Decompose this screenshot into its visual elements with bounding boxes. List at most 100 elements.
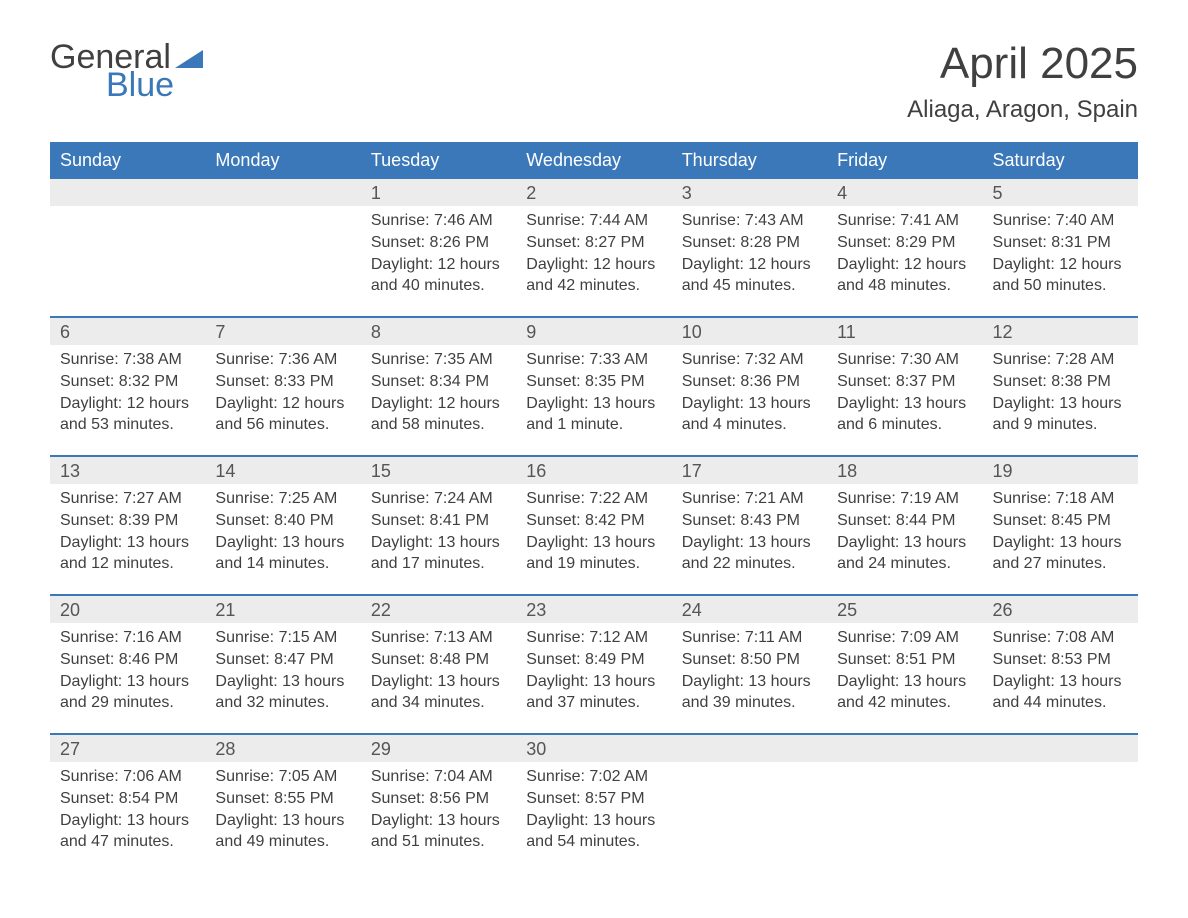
day-content (50, 206, 205, 316)
day-number: 7 (205, 318, 360, 345)
sunset-text: Sunset: 8:28 PM (682, 232, 817, 254)
day-number: 14 (205, 457, 360, 484)
sunset-text: Sunset: 8:34 PM (371, 371, 506, 393)
weekday-header: Tuesday (361, 142, 516, 179)
daylight-text: Daylight: 13 hours and 49 minutes. (215, 810, 350, 853)
sunset-text: Sunset: 8:27 PM (526, 232, 661, 254)
day-number-row: 12345 (50, 179, 1138, 206)
sunrise-text: Sunrise: 7:25 AM (215, 488, 350, 510)
day-number: 19 (983, 457, 1138, 484)
calendar: Sunday Monday Tuesday Wednesday Thursday… (50, 142, 1138, 872)
day-number: 18 (827, 457, 982, 484)
day-number-row: 13141516171819 (50, 455, 1138, 484)
sunrise-text: Sunrise: 7:24 AM (371, 488, 506, 510)
day-content: Sunrise: 7:28 AMSunset: 8:38 PMDaylight:… (983, 345, 1138, 455)
day-content: Sunrise: 7:27 AMSunset: 8:39 PMDaylight:… (50, 484, 205, 594)
day-number (983, 735, 1138, 762)
sunset-text: Sunset: 8:26 PM (371, 232, 506, 254)
day-number: 5 (983, 179, 1138, 206)
sunrise-text: Sunrise: 7:04 AM (371, 766, 506, 788)
day-content: Sunrise: 7:11 AMSunset: 8:50 PMDaylight:… (672, 623, 827, 733)
day-content: Sunrise: 7:05 AMSunset: 8:55 PMDaylight:… (205, 762, 360, 872)
daylight-text: Daylight: 12 hours and 58 minutes. (371, 393, 506, 436)
sunset-text: Sunset: 8:55 PM (215, 788, 350, 810)
daylight-text: Daylight: 12 hours and 48 minutes. (837, 254, 972, 297)
day-content (205, 206, 360, 316)
day-content-row: Sunrise: 7:38 AMSunset: 8:32 PMDaylight:… (50, 345, 1138, 455)
day-content: Sunrise: 7:30 AMSunset: 8:37 PMDaylight:… (827, 345, 982, 455)
sunset-text: Sunset: 8:41 PM (371, 510, 506, 532)
day-content: Sunrise: 7:02 AMSunset: 8:57 PMDaylight:… (516, 762, 671, 872)
sunrise-text: Sunrise: 7:32 AM (682, 349, 817, 371)
day-number-row: 6789101112 (50, 316, 1138, 345)
day-number (672, 735, 827, 762)
day-content: Sunrise: 7:18 AMSunset: 8:45 PMDaylight:… (983, 484, 1138, 594)
sunrise-text: Sunrise: 7:05 AM (215, 766, 350, 788)
daylight-text: Daylight: 13 hours and 37 minutes. (526, 671, 661, 714)
week-block: 12345 Sunrise: 7:46 AMSunset: 8:26 PM Dayl… (50, 179, 1138, 316)
day-number (50, 179, 205, 206)
sunset-text: Sunset: 8:40 PM (215, 510, 350, 532)
day-content: Sunrise: 7:09 AMSunset: 8:51 PMDaylight:… (827, 623, 982, 733)
day-content: Sunrise: 7:08 AMSunset: 8:53 PMDaylight:… (983, 623, 1138, 733)
day-number: 24 (672, 596, 827, 623)
logo-sail-icon (175, 50, 203, 68)
header: General Blue April 2025 Aliaga, Aragon, … (50, 40, 1138, 124)
weekday-header: Saturday (983, 142, 1138, 179)
day-number: 15 (361, 457, 516, 484)
title-block: April 2025 Aliaga, Aragon, Spain (907, 40, 1138, 124)
day-number: 10 (672, 318, 827, 345)
day-content: Sunrise: 7:36 AMSunset: 8:33 PMDaylight:… (205, 345, 360, 455)
day-content: Sunrise: 7:32 AMSunset: 8:36 PMDaylight:… (672, 345, 827, 455)
day-number: 26 (983, 596, 1138, 623)
day-content: Sunrise: 7:12 AMSunset: 8:49 PMDaylight:… (516, 623, 671, 733)
daylight-text: Daylight: 13 hours and 4 minutes. (682, 393, 817, 436)
day-number (827, 735, 982, 762)
sunrise-text: Sunrise: 7:38 AM (60, 349, 195, 371)
weeks-container: 12345 Sunrise: 7:46 AMSunset: 8:26 PM Dayl… (50, 179, 1138, 872)
daylight-text: Daylight: 13 hours and 29 minutes. (60, 671, 195, 714)
day-content (983, 762, 1138, 872)
sunset-text: Sunset: 8:32 PM (60, 371, 195, 393)
day-content: Sunrise: 7:46 AMSunset: 8:26 PMDaylight:… (361, 206, 516, 316)
day-number: 25 (827, 596, 982, 623)
sunrise-text: Sunrise: 7:09 AM (837, 627, 972, 649)
day-content: Sunrise: 7:13 AMSunset: 8:48 PMDaylight:… (361, 623, 516, 733)
sunset-text: Sunset: 8:29 PM (837, 232, 972, 254)
day-number-row: 27282930 (50, 733, 1138, 762)
day-content-row: Sunrise: 7:46 AMSunset: 8:26 PM Daylight:… (50, 206, 1138, 316)
sunrise-text: Sunrise: 7:16 AM (60, 627, 195, 649)
day-number: 8 (361, 318, 516, 345)
sunset-text: Sunset: 8:45 PM (993, 510, 1128, 532)
sunset-text: Sunset: 8:46 PM (60, 649, 195, 671)
daylight-text: Daylight: 12 hours and 53 minutes. (60, 393, 195, 436)
day-number: 4 (827, 179, 982, 206)
sunset-text: Sunset: 8:54 PM (60, 788, 195, 810)
day-content: Sunrise: 7:04 AMSunset: 8:56 PMDaylight:… (361, 762, 516, 872)
daylight-text: Daylight: 13 hours and 6 minutes. (837, 393, 972, 436)
day-content: Sunrise: 7:06 AMSunset: 8:54 PMDaylight:… (50, 762, 205, 872)
daylight-text: Daylight: 13 hours and 17 minutes. (371, 532, 506, 575)
daylight-text: Daylight: 13 hours and 39 minutes. (682, 671, 817, 714)
day-number: 9 (516, 318, 671, 345)
sunset-text: Sunset: 8:33 PM (215, 371, 350, 393)
daylight-text: Daylight: 13 hours and 27 minutes. (993, 532, 1128, 575)
sunset-text: Sunset: 8:36 PM (682, 371, 817, 393)
week-block: 20212223242526Sunrise: 7:16 AMSunset: 8:… (50, 594, 1138, 733)
sunset-text: Sunset: 8:44 PM (837, 510, 972, 532)
sunrise-text: Sunrise: 7:33 AM (526, 349, 661, 371)
day-content (827, 762, 982, 872)
sunset-text: Sunset: 8:50 PM (682, 649, 817, 671)
sunrise-text: Sunrise: 7:46 AM (371, 210, 506, 232)
weekday-header: Sunday (50, 142, 205, 179)
daylight-text: Daylight: 13 hours and 47 minutes. (60, 810, 195, 853)
daylight-text: Daylight: 13 hours and 22 minutes. (682, 532, 817, 575)
week-block: 13141516171819Sunrise: 7:27 AMSunset: 8:… (50, 455, 1138, 594)
sunrise-text: Sunrise: 7:11 AM (682, 627, 817, 649)
sunset-text: Sunset: 8:43 PM (682, 510, 817, 532)
day-number: 21 (205, 596, 360, 623)
day-content: Sunrise: 7:33 AMSunset: 8:35 PMDaylight:… (516, 345, 671, 455)
daylight-text: Daylight: 13 hours and 14 minutes. (215, 532, 350, 575)
day-content: Sunrise: 7:41 AMSunset: 8:29 PMDaylight:… (827, 206, 982, 316)
sunrise-text: Sunrise: 7:15 AM (215, 627, 350, 649)
